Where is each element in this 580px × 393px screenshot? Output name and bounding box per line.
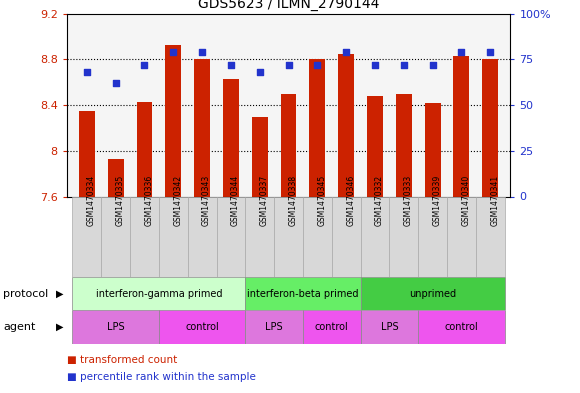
Bar xyxy=(216,196,245,277)
Bar xyxy=(367,96,383,196)
Bar xyxy=(310,59,325,196)
Text: ■ percentile rank within the sample: ■ percentile rank within the sample xyxy=(67,372,256,382)
Bar xyxy=(389,196,418,277)
Bar xyxy=(194,59,210,196)
Text: GSM1470339: GSM1470339 xyxy=(433,175,441,226)
Text: LPS: LPS xyxy=(265,322,283,332)
Text: GSM1470338: GSM1470338 xyxy=(289,175,298,226)
Bar xyxy=(245,277,361,310)
Text: GSM1470336: GSM1470336 xyxy=(144,175,154,226)
Bar xyxy=(72,277,245,310)
Text: interferon-gamma primed: interferon-gamma primed xyxy=(96,289,222,299)
Bar xyxy=(418,196,447,277)
Bar xyxy=(361,196,389,277)
Text: GSM1470345: GSM1470345 xyxy=(317,175,327,226)
Bar xyxy=(130,196,159,277)
Point xyxy=(111,80,120,86)
Bar xyxy=(274,196,303,277)
Bar xyxy=(418,310,505,344)
Text: ▶: ▶ xyxy=(56,289,64,299)
Bar xyxy=(252,117,267,196)
Bar xyxy=(303,196,332,277)
Bar xyxy=(447,196,476,277)
Point xyxy=(457,49,466,55)
Bar xyxy=(159,310,245,344)
Bar xyxy=(165,44,181,196)
Text: agent: agent xyxy=(3,322,35,332)
Text: GSM1470337: GSM1470337 xyxy=(260,175,269,226)
Title: GDS5623 / ILMN_2790144: GDS5623 / ILMN_2790144 xyxy=(198,0,379,11)
Text: control: control xyxy=(444,322,478,332)
Text: GSM1470340: GSM1470340 xyxy=(462,175,470,226)
Bar xyxy=(245,310,303,344)
Bar xyxy=(223,79,239,196)
Text: GSM1470334: GSM1470334 xyxy=(87,175,96,226)
Point xyxy=(255,69,264,75)
Text: unprimed: unprimed xyxy=(409,289,456,299)
Bar xyxy=(72,196,102,277)
Text: GSM1470332: GSM1470332 xyxy=(375,175,384,226)
Text: GSM1470342: GSM1470342 xyxy=(173,175,182,226)
Text: GSM1470341: GSM1470341 xyxy=(490,175,499,226)
Bar xyxy=(72,310,159,344)
Text: protocol: protocol xyxy=(3,289,48,299)
Bar xyxy=(303,310,361,344)
Bar xyxy=(188,196,216,277)
Point xyxy=(313,62,322,68)
Bar xyxy=(476,196,505,277)
Bar xyxy=(361,277,505,310)
Bar xyxy=(159,196,188,277)
Bar xyxy=(281,94,296,196)
Bar xyxy=(425,103,441,196)
Point xyxy=(342,49,351,55)
Bar xyxy=(108,159,124,196)
Point xyxy=(371,62,380,68)
Text: GSM1470346: GSM1470346 xyxy=(346,175,355,226)
Text: GSM1470343: GSM1470343 xyxy=(202,175,211,226)
Text: LPS: LPS xyxy=(380,322,398,332)
Bar xyxy=(483,59,498,196)
Text: ■ transformed count: ■ transformed count xyxy=(67,354,177,365)
Bar xyxy=(361,310,418,344)
Point xyxy=(169,49,178,55)
Point xyxy=(226,62,235,68)
Text: LPS: LPS xyxy=(107,322,125,332)
Text: interferon-beta primed: interferon-beta primed xyxy=(247,289,358,299)
Point xyxy=(399,62,408,68)
Text: GSM1470333: GSM1470333 xyxy=(404,175,413,226)
Bar xyxy=(332,196,361,277)
Bar xyxy=(136,102,153,196)
Bar xyxy=(245,196,274,277)
Point xyxy=(82,69,92,75)
Text: control: control xyxy=(315,322,349,332)
Bar xyxy=(79,111,95,196)
Point xyxy=(428,62,437,68)
Bar xyxy=(454,56,469,196)
Text: GSM1470344: GSM1470344 xyxy=(231,175,240,226)
Point xyxy=(197,49,206,55)
Bar xyxy=(102,196,130,277)
Text: ▶: ▶ xyxy=(56,322,64,332)
Point xyxy=(140,62,149,68)
Text: control: control xyxy=(185,322,219,332)
Point xyxy=(485,49,495,55)
Text: GSM1470335: GSM1470335 xyxy=(115,175,125,226)
Bar xyxy=(338,54,354,196)
Bar xyxy=(396,94,412,196)
Point xyxy=(284,62,293,68)
